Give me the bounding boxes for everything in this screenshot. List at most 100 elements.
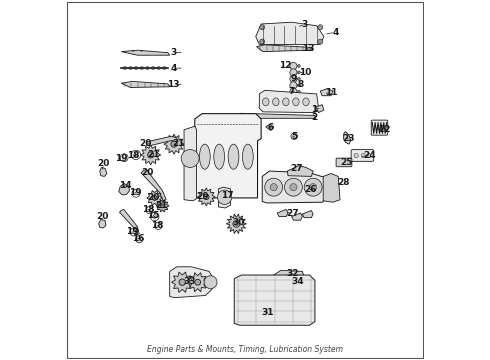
Circle shape xyxy=(318,39,323,44)
Polygon shape xyxy=(287,166,313,176)
Circle shape xyxy=(203,194,209,199)
Circle shape xyxy=(234,221,239,227)
Circle shape xyxy=(233,220,240,227)
Polygon shape xyxy=(122,50,170,55)
FancyBboxPatch shape xyxy=(371,120,388,135)
Text: 29: 29 xyxy=(196,192,209,201)
Polygon shape xyxy=(219,187,231,208)
Text: Engine Parts & Mounts, Timing, Lubrication System: Engine Parts & Mounts, Timing, Lubricati… xyxy=(147,345,343,354)
Text: 15: 15 xyxy=(147,211,160,220)
Polygon shape xyxy=(147,190,163,206)
Text: 13: 13 xyxy=(167,80,179,89)
Text: 25: 25 xyxy=(340,158,353,167)
Text: 27: 27 xyxy=(291,164,303,173)
Polygon shape xyxy=(277,210,288,217)
Ellipse shape xyxy=(303,98,309,106)
Circle shape xyxy=(297,64,300,67)
Circle shape xyxy=(304,178,322,196)
Text: 19: 19 xyxy=(128,188,141,197)
Polygon shape xyxy=(262,171,327,203)
Circle shape xyxy=(204,276,217,289)
Polygon shape xyxy=(226,214,246,234)
Circle shape xyxy=(161,204,165,208)
Circle shape xyxy=(290,69,297,76)
Ellipse shape xyxy=(214,144,224,169)
Circle shape xyxy=(179,279,186,285)
Text: 23: 23 xyxy=(342,134,355,143)
Text: 4: 4 xyxy=(332,28,339,37)
Polygon shape xyxy=(197,188,215,206)
Ellipse shape xyxy=(263,98,269,106)
FancyBboxPatch shape xyxy=(351,149,374,161)
Circle shape xyxy=(136,235,143,243)
Text: 20: 20 xyxy=(141,168,154,177)
Ellipse shape xyxy=(123,67,126,70)
Polygon shape xyxy=(302,211,313,218)
Text: 20: 20 xyxy=(97,159,110,168)
Text: 28: 28 xyxy=(338,178,350,187)
Circle shape xyxy=(270,184,277,191)
Polygon shape xyxy=(170,267,214,298)
Text: 21: 21 xyxy=(147,150,160,159)
Ellipse shape xyxy=(129,67,132,70)
Polygon shape xyxy=(156,200,169,212)
Text: 1: 1 xyxy=(312,105,318,114)
Polygon shape xyxy=(234,275,315,325)
Circle shape xyxy=(218,190,232,204)
Ellipse shape xyxy=(134,67,138,70)
Text: 33: 33 xyxy=(183,277,196,286)
Polygon shape xyxy=(195,114,261,198)
Ellipse shape xyxy=(146,67,149,70)
Text: 18: 18 xyxy=(142,205,154,214)
Polygon shape xyxy=(120,210,139,235)
Polygon shape xyxy=(292,213,302,220)
Text: 18: 18 xyxy=(127,152,140,161)
Text: 22: 22 xyxy=(378,125,391,134)
Circle shape xyxy=(290,75,297,82)
Ellipse shape xyxy=(163,67,166,70)
Text: 4: 4 xyxy=(170,64,176,73)
Polygon shape xyxy=(122,81,170,87)
Polygon shape xyxy=(164,134,184,154)
Text: 31: 31 xyxy=(261,308,274,317)
Circle shape xyxy=(290,184,297,191)
Circle shape xyxy=(291,133,297,139)
Text: 32: 32 xyxy=(286,269,298,278)
Text: 20: 20 xyxy=(96,212,108,221)
Polygon shape xyxy=(256,45,313,51)
Circle shape xyxy=(260,25,265,30)
Text: 3: 3 xyxy=(301,19,308,28)
Ellipse shape xyxy=(140,67,144,70)
Ellipse shape xyxy=(151,67,155,70)
Text: 19: 19 xyxy=(115,154,127,163)
Circle shape xyxy=(195,279,200,285)
Circle shape xyxy=(265,178,283,196)
Circle shape xyxy=(354,153,358,158)
Circle shape xyxy=(297,71,300,74)
Ellipse shape xyxy=(283,98,289,106)
Text: 5: 5 xyxy=(292,132,297,141)
Text: 17: 17 xyxy=(221,191,234,200)
Ellipse shape xyxy=(293,98,299,106)
Polygon shape xyxy=(184,126,196,201)
Polygon shape xyxy=(343,132,351,144)
Text: 20: 20 xyxy=(147,193,160,202)
Circle shape xyxy=(367,153,371,158)
Text: 21: 21 xyxy=(155,201,168,210)
Text: 24: 24 xyxy=(364,151,376,160)
Text: 21: 21 xyxy=(172,139,185,148)
Polygon shape xyxy=(256,22,324,44)
Circle shape xyxy=(297,90,300,93)
Circle shape xyxy=(152,195,157,201)
Text: 34: 34 xyxy=(291,277,304,286)
Circle shape xyxy=(361,153,366,158)
Circle shape xyxy=(147,152,154,158)
Circle shape xyxy=(310,184,317,191)
FancyBboxPatch shape xyxy=(336,158,352,167)
Ellipse shape xyxy=(199,144,210,169)
Polygon shape xyxy=(98,220,106,228)
Polygon shape xyxy=(323,174,340,202)
Text: 10: 10 xyxy=(299,68,312,77)
Circle shape xyxy=(290,82,297,89)
Polygon shape xyxy=(238,113,316,118)
